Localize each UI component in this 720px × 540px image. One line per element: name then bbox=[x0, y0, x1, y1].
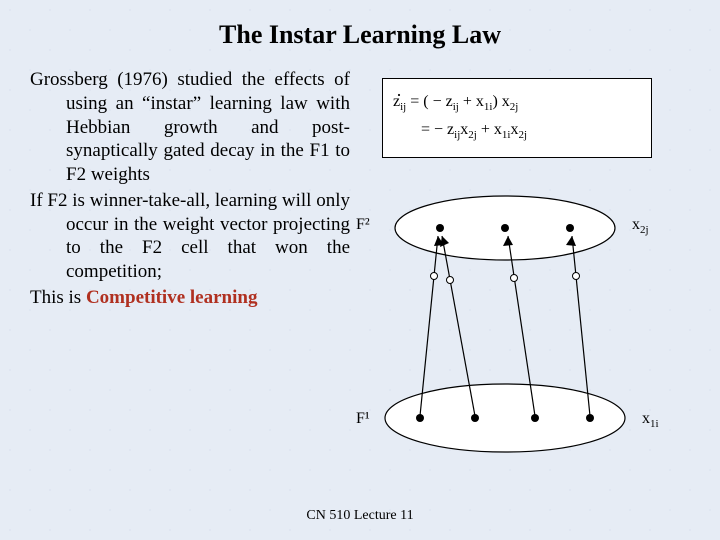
text-column: Grossberg (1976) studied the effects of … bbox=[30, 68, 350, 508]
eq1-r2: + x bbox=[459, 93, 484, 110]
equation-box: zij = ( − zij + x1i) x2j = − zijx2j + x1… bbox=[382, 78, 652, 158]
eq2-t2: + x bbox=[477, 121, 502, 138]
eq1-r1: = ( − z bbox=[406, 93, 452, 110]
eq1-r3: ) x bbox=[492, 93, 509, 110]
paragraph-2: If F2 is winner-take-all, learning will … bbox=[30, 189, 350, 284]
slide: The Instar Learning Law Grossberg (1976)… bbox=[0, 0, 720, 540]
x1i-sub: 1i bbox=[650, 418, 659, 430]
eq1-s3: 2j bbox=[510, 101, 519, 113]
p3-prefix: This is bbox=[30, 287, 86, 308]
x2j-label: x2j bbox=[632, 216, 649, 236]
slide-footer: CN 510 Lecture 11 bbox=[30, 508, 690, 530]
page-title: The Instar Learning Law bbox=[30, 20, 690, 50]
network-diagram: F² F¹ x2j x1i bbox=[360, 188, 680, 468]
paragraph-3: This is Competitive learning bbox=[30, 286, 350, 310]
eq2-eq: = − z bbox=[421, 121, 454, 138]
eq2-s4: 2j bbox=[518, 129, 527, 141]
f1-layer-label: F¹ bbox=[356, 410, 370, 428]
x1i-label: x1i bbox=[642, 410, 659, 430]
x2j-var: x bbox=[632, 216, 640, 233]
figure-column: zij = ( − zij + x1i) x2j = − zijx2j + x1… bbox=[360, 68, 690, 508]
x1i-var: x bbox=[642, 410, 650, 427]
p3-highlight: Competitive learning bbox=[86, 287, 258, 308]
eq2-s2: 2j bbox=[468, 129, 477, 141]
equation-line-1: zij = ( − zij + x1i) x2j bbox=[393, 89, 641, 117]
f2-layer-label: F² bbox=[356, 216, 370, 234]
eq1-lhs-var: z bbox=[393, 93, 400, 110]
x2j-sub: 2j bbox=[640, 224, 649, 236]
equation-line-2: = − zijx2j + x1ix2j bbox=[393, 117, 641, 145]
content-row: Grossberg (1976) studied the effects of … bbox=[30, 68, 690, 508]
paragraph-1: Grossberg (1976) studied the effects of … bbox=[30, 68, 350, 187]
